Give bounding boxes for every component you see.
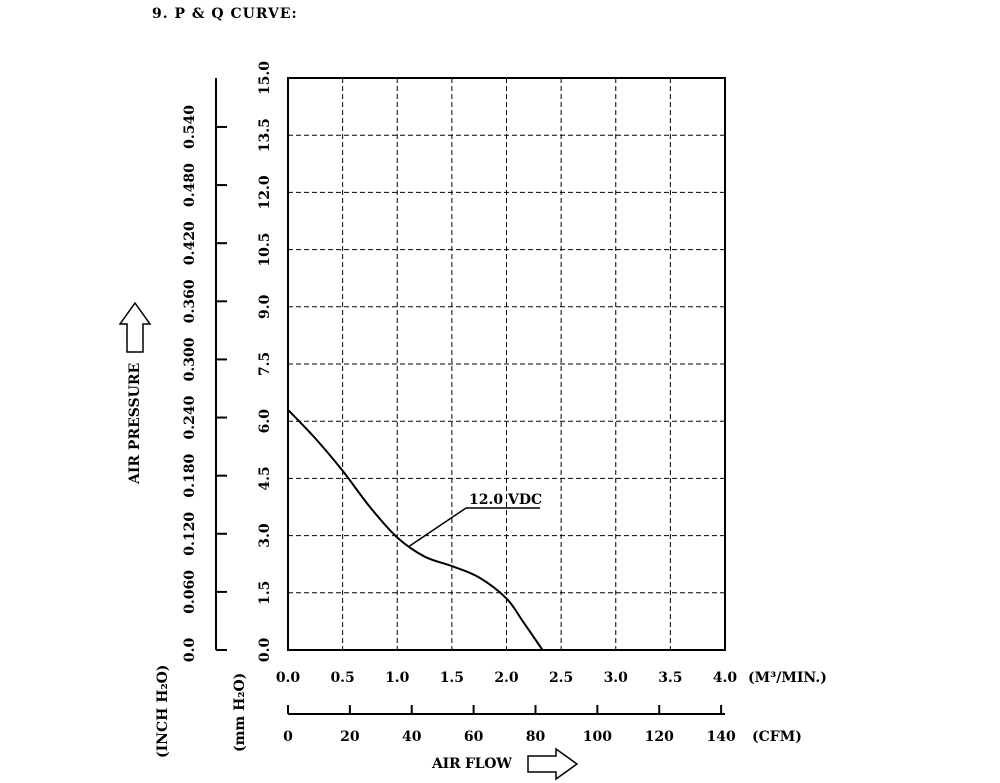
axes (215, 78, 725, 715)
grid-lines (288, 78, 725, 650)
x-tick-label-cfm: 0 (283, 729, 293, 745)
plot-frame (287, 77, 726, 651)
x-tick-label-m3: 0.0 (276, 670, 301, 686)
x-tick-label-m3: 2.0 (494, 670, 519, 686)
y-tick-label-mm: 15.0 (257, 61, 273, 95)
y-tick-label-inch: 0.060 (182, 570, 198, 614)
series-leader-line (407, 507, 467, 548)
y-tick-label-mm: 3.0 (257, 523, 273, 548)
y-tick-label-inch: 0.240 (182, 395, 198, 439)
page-heading: 9. P & Q CURVE: (152, 6, 298, 22)
y-tick-label-mm: 9.0 (257, 294, 273, 319)
tick-labels: 0.0 0.5 1.0 1.5 2.0 2.5 3.0 3.5 4.0 0 20 40 60 80 100 1… (182, 61, 737, 745)
y-tick-label-mm: 0.0 (257, 638, 273, 663)
series-curves: 12.0 VDC (287, 409, 544, 651)
x-tick-label-cfm: 40 (402, 729, 422, 745)
x-unit-m3-label: (M³/MIN.) (748, 670, 827, 686)
y-tick-label-mm: 13.5 (257, 118, 273, 152)
y-tick-label-mm: 10.5 (257, 233, 273, 267)
up-arrow-icon (118, 301, 152, 353)
y-tick-label-mm: 4.5 (257, 466, 273, 490)
x-tick-label-m3: 2.5 (549, 670, 573, 686)
y-tick-label-inch: 0.420 (182, 221, 198, 265)
series-label: 12.0 VDC (469, 492, 542, 508)
y-tick-label-mm: 7.5 (257, 352, 273, 376)
x-tick-label-cfm: 120 (645, 729, 674, 745)
x-tick-label-m3: 1.0 (385, 670, 410, 686)
y-unit-mm-label: (mm H₂O) (232, 673, 248, 752)
x-tick-label-m3: 0.5 (330, 670, 354, 686)
x-tick-label-cfm: 100 (583, 729, 612, 745)
x-tick-label-m3: 3.5 (658, 670, 682, 686)
y-tick-label-mm: 12.0 (257, 175, 273, 209)
x-tick-label-m3: 4.0 (713, 670, 738, 686)
x-axis-label: AIR FLOW (431, 756, 512, 772)
y-tick-label-inch: 0.0 (182, 638, 198, 663)
x-unit-cfm-label: (CFM) (752, 729, 802, 745)
x-tick-label-cfm: 140 (706, 729, 735, 745)
y-axis-label: AIR PRESSURE (127, 363, 143, 485)
y-tick-label-inch: 0.540 (182, 105, 198, 149)
x-tick-label-cfm: 60 (464, 729, 484, 745)
x-tick-label-m3: 1.5 (440, 670, 464, 686)
y-tick-label-mm: 1.5 (257, 581, 273, 605)
x-tick-label-cfm: 20 (340, 729, 360, 745)
y-tick-label-inch: 0.180 (182, 453, 198, 497)
y-tick-label-mm: 6.0 (257, 409, 273, 434)
y-tick-label-inch: 0.360 (182, 279, 198, 323)
y-unit-inch-label: (INCH H₂O) (155, 665, 171, 758)
x-tick-label-m3: 3.0 (604, 670, 629, 686)
series-curve (287, 409, 544, 651)
y-tick-label-inch: 0.120 (182, 512, 198, 556)
x-tick-label-cfm: 80 (526, 729, 546, 745)
y-tick-label-inch: 0.480 (182, 163, 198, 207)
right-arrow-icon (527, 747, 579, 781)
y-tick-label-inch: 0.300 (182, 337, 198, 381)
